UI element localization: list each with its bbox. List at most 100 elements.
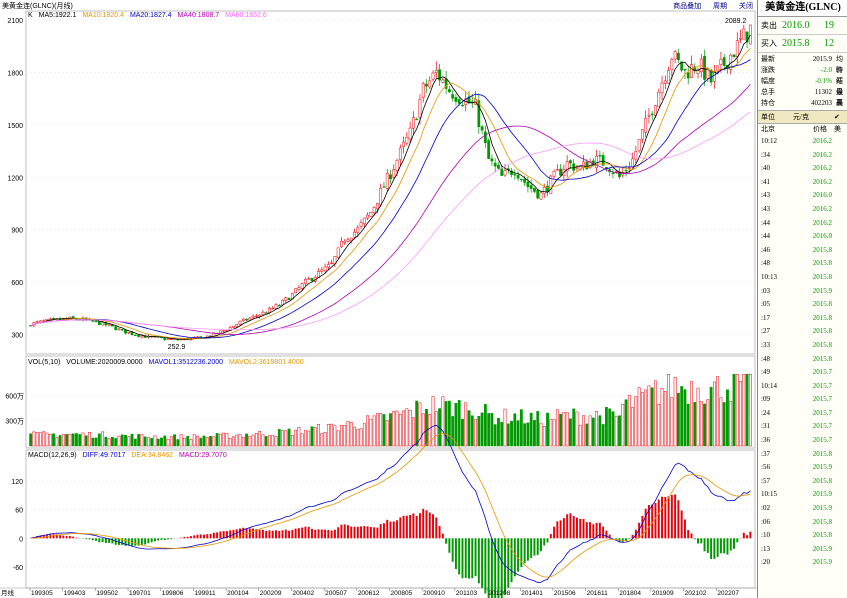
candle-body [261,311,265,315]
price-axis-label: 1800 [7,70,23,77]
volume-bar [461,418,464,447]
tick-row: :09 2015.7 [758,393,847,407]
volume-bar [137,434,140,447]
volume-bar [183,437,186,447]
candle-body [425,83,428,87]
tick-time: :43 [761,204,770,213]
volume-bar [307,430,311,447]
volume-bar [683,389,687,447]
candle-body [251,315,255,318]
volume-bar [641,392,644,447]
volume-bar [673,376,677,447]
volume-bar [748,373,752,447]
macd-value-legend: MACD:29.7070 [178,452,227,459]
price-axis-label: 1200 [7,175,23,182]
candle-body [412,117,415,129]
tick-price: 2015.9 [812,463,832,472]
tick-row: :44 2016.0 [758,230,847,244]
candle-body [438,69,441,81]
volume-bar [323,432,327,447]
volume-bar [389,413,392,447]
xaxis-label: 200104 [227,590,249,597]
tick-time: :10 [761,531,770,540]
volume-bar [264,436,268,447]
kline-chart-svg[interactable]: 21001800150012009006003002089.2252.9600万… [0,0,757,598]
candle-body [526,181,530,188]
candle-body [133,334,137,336]
volume-bar [418,402,422,447]
product-overlay-link[interactable]: 商品叠加 [673,3,702,10]
candle-body [647,115,651,117]
tick-price: 2015.8 [812,340,832,349]
volume-bar [667,373,670,447]
stat-value: 2015.9 [812,55,832,63]
tick-price: 2016.0 [812,191,832,200]
volume-bar [127,436,131,447]
volume-bar [340,425,343,447]
volume-axis-label: 600万 [5,392,24,400]
candle-body [35,321,39,323]
candle-body [611,172,615,174]
candle-body [686,72,690,79]
candle-body [696,69,700,75]
stat-right-label: 均价 [836,55,843,74]
tick-time: :06 [761,517,770,526]
tick-time: :36 [761,436,770,445]
kline-chart-area[interactable]: 2100 1800 1500 1200 900 600 300 2089.2 252.9 600万… [0,0,757,598]
xaxis-label: 202102 [685,590,707,597]
tick-list[interactable]: 10:12 2016.2:34 2016.2:40 2016.2:41 2016.2:4… [758,135,847,570]
volume-bar [353,426,356,447]
volume-bar [490,413,494,447]
tick-price: 2015.7 [812,422,832,431]
volume-bar [712,381,716,447]
volume-bar [48,433,52,447]
xaxis-label: 199305 [31,590,53,597]
volume-bar [241,436,245,447]
stat-value: 402203 [811,99,832,107]
diff-legend: DIFF:49.7017 [82,452,126,459]
candle-body [392,169,396,178]
volume-bar [699,401,703,447]
volume-bar [500,422,504,447]
tick-price: 2015.8 [812,313,832,322]
ma10-legend: MA10:1820.4 [82,12,124,19]
tick-time: :46 [761,245,770,254]
mavol2-legend: MAVOL2:3619801.4000 [229,359,304,366]
tick-row: :48 2015.8 [758,257,847,271]
candle-body [523,178,527,183]
candle-body [346,239,350,242]
tick-row: :13 2015.9 [758,543,847,557]
volume-bar [506,423,510,447]
tick-price: 2016.2 [812,150,832,159]
tick-time: :34 [761,150,770,159]
ma60-line [30,111,751,331]
unit-row[interactable]: 单位 元/克 ✔ 美 [758,110,847,133]
candle-body [451,94,455,99]
close-link[interactable]: 关闭 [739,3,753,10]
volume-bar [124,435,127,447]
volume-bar [362,423,366,447]
tick-row: :03 2015.9 [758,285,847,299]
xaxis-label: 200805 [391,590,413,597]
volume-bar [29,433,33,447]
macd-legend: MACD(12,26,9) DIFF:49.7017 DEA:34.8462 M… [28,452,231,459]
candle-body [428,80,432,88]
tick-time: 10:12 [761,137,777,145]
volume-bar [742,373,746,447]
candle-body [434,70,438,73]
candle-body [277,305,281,307]
volume-bar [156,438,160,447]
tick-row: :20 2015.9 [758,556,847,570]
candle-body [441,79,445,83]
volume-bar [78,434,82,447]
volume-bar [290,434,294,447]
volume-bar [300,433,304,447]
candle-body [549,175,553,194]
dea-legend: DEA:34.8462 [131,452,174,459]
candle-body [405,137,409,144]
currency-toggle[interactable]: ✔ 美 [834,113,841,133]
volume-bar [284,430,288,447]
period-link[interactable]: 周期 [713,3,728,10]
volume-bar [147,437,150,447]
volume-bar [598,415,602,447]
